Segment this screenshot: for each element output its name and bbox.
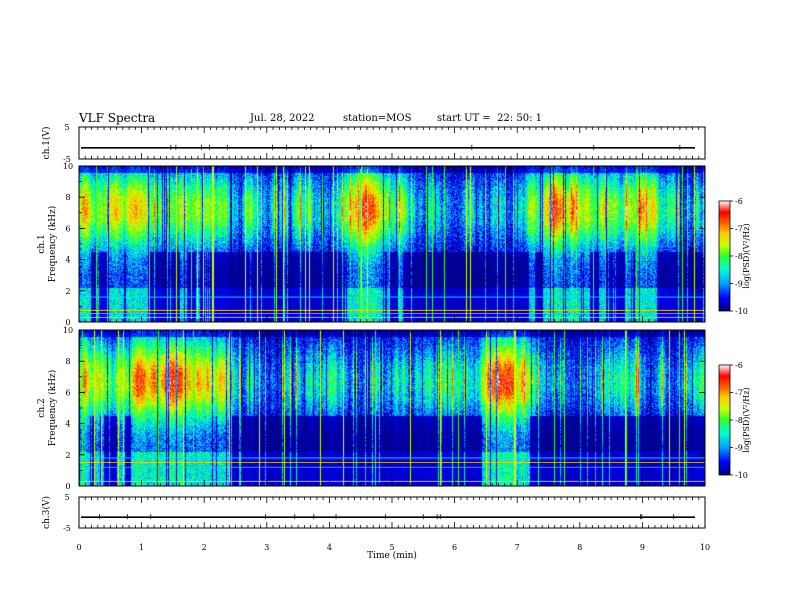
x-tick-label: 4	[327, 543, 332, 552]
y-tick-label: 0	[65, 318, 70, 327]
spectrogram-image-ch2	[79, 330, 705, 486]
colorbar-tick-label: -8	[735, 252, 743, 261]
x-tick-label: 7	[515, 543, 520, 552]
y-tick-label: 8	[65, 357, 70, 366]
y-tick-label: 0	[65, 482, 70, 491]
date-label: Jul. 28, 2022	[250, 113, 315, 124]
colorbar-tick-label: -9	[735, 444, 743, 453]
x-tick-label: 8	[577, 543, 582, 552]
spectrogram-layer	[79, 166, 705, 486]
y-tick-label: 4	[65, 420, 70, 429]
colorbar-tick-label: -8	[735, 416, 743, 425]
y-tick-label: -5	[63, 155, 71, 164]
figure-title: VLF Spectra	[79, 111, 156, 125]
y-axis-label: Frequency (kHz)	[47, 370, 58, 447]
y-tick-label: 5	[64, 493, 69, 502]
y-tick-label: 6	[65, 388, 70, 397]
x-tick-label: 0	[76, 543, 81, 552]
start-time-label: start UT = 22: 50: 1	[437, 113, 543, 124]
colorbar-label: log(PSD)(V²/Hz)	[742, 387, 751, 452]
frames-layer	[78, 126, 733, 529]
x-axis-label: Time (min)	[367, 550, 417, 561]
colorbar-label: log(PSD)(V²/Hz)	[742, 223, 751, 288]
colorbar	[718, 364, 731, 476]
y-axis-label: ch.2	[37, 398, 47, 417]
y-axis-label: ch.3(V)	[41, 496, 52, 529]
y-tick-label: 4	[65, 256, 70, 265]
x-tick-label: 9	[640, 543, 645, 552]
y-tick-label: 2	[65, 451, 70, 460]
y-axis-label: ch.1	[37, 234, 47, 253]
x-tick-label: 3	[264, 543, 269, 552]
colorbar-tick-label: -6	[735, 197, 743, 206]
x-tick-label: 10	[700, 543, 710, 552]
colorbar-tick-label: -10	[735, 471, 748, 480]
colorbar-tick-label: -7	[735, 225, 743, 234]
y-tick-label: 5	[64, 123, 69, 132]
x-tick-label: 6	[452, 543, 457, 552]
spectrogram-image-ch1	[79, 166, 705, 322]
colorbar-tick-label: -7	[735, 389, 743, 398]
colorbar-tick-label: -9	[735, 280, 743, 289]
y-tick-label: -5	[63, 524, 71, 533]
y-tick-label: 2	[65, 287, 70, 296]
colorbar-tick-label: -10	[735, 307, 748, 316]
x-tick-label: 5	[389, 543, 394, 552]
y-tick-label: 10	[63, 326, 73, 335]
station-label: station=MOS	[343, 113, 412, 124]
y-tick-label: 10	[63, 162, 73, 171]
y-axis-label: ch.1(V)	[41, 127, 52, 160]
x-tick-label: 2	[202, 543, 207, 552]
y-tick-label: 8	[65, 193, 70, 202]
y-axis-label: Frequency (kHz)	[47, 206, 58, 283]
colorbar	[718, 200, 731, 312]
x-tick-label: 1	[139, 543, 144, 552]
colorbar-tick-label: -6	[735, 361, 743, 370]
y-tick-label: 6	[65, 224, 70, 233]
